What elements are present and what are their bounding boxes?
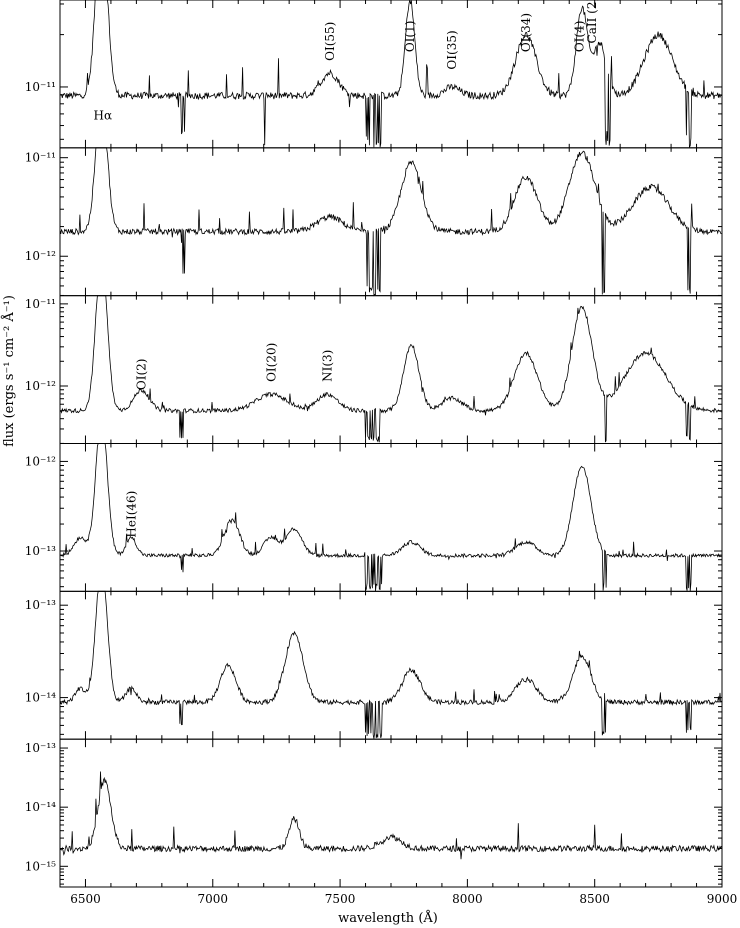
line-annotation: NI(3) xyxy=(320,350,334,382)
spectrum-panel-5: 10⁻¹³ 10⁻¹⁴ xyxy=(25,590,723,740)
y-tick-label: 10⁻¹⁵ xyxy=(25,859,56,873)
line-annotation: OI(20) xyxy=(264,343,278,382)
line-annotation: OI(2) xyxy=(134,359,148,391)
panel-frame xyxy=(59,738,723,888)
spectrum-panel-3: 10⁻¹¹ 10⁻¹² xyxy=(25,295,723,444)
line-annotation: OI(1) xyxy=(403,21,417,53)
y-tick-label: 10⁻¹³ xyxy=(25,741,56,755)
x-tick-label: 7000 xyxy=(197,892,228,906)
y-tick-label: 10⁻¹⁴ xyxy=(25,691,56,705)
x-axis-title: wavelength (Å) xyxy=(338,910,438,926)
x-tick-label: 8500 xyxy=(579,892,610,906)
x-tick-label: 9000 xyxy=(707,892,738,906)
line-annotation: OI(4) xyxy=(572,21,586,53)
line-annotation: OI(34) xyxy=(519,13,533,52)
panel-frame xyxy=(59,590,723,740)
spectrum-line xyxy=(59,295,722,443)
panel-frame xyxy=(59,0,723,149)
y-tick-label: 10⁻¹⁴ xyxy=(25,800,56,814)
spectrum-line xyxy=(59,0,722,149)
y-tick-label: 10⁻¹² xyxy=(25,454,56,468)
y-tick-label: 10⁻¹¹ xyxy=(25,80,56,94)
line-annotation: OI(35) xyxy=(445,30,459,69)
spectrum-panel-1: 10⁻¹¹ xyxy=(25,0,723,149)
line-annotation: HeI(46) xyxy=(124,491,138,538)
x-tick-label: 6500 xyxy=(70,892,101,906)
spectrum-line xyxy=(59,590,722,739)
y-tick-label: 10⁻¹² xyxy=(25,379,56,393)
spectrum-panel-6: 10⁻¹³ 10⁻¹⁴ 10⁻¹⁵ xyxy=(25,738,723,888)
spectrum-panel-4: 10⁻¹² 10⁻¹³ xyxy=(25,443,723,593)
x-tick-label: 8000 xyxy=(452,892,483,906)
panel-frame xyxy=(59,443,723,592)
spectrum-line xyxy=(59,443,722,593)
y-axis-title: flux (ergs s⁻¹ cm⁻² Å⁻¹) xyxy=(1,295,17,447)
panel-frame xyxy=(59,295,723,444)
x-tick-label: 7500 xyxy=(325,892,356,906)
y-tick-label: 10⁻¹³ xyxy=(25,598,56,612)
line-annotation: OI(55) xyxy=(323,22,337,61)
spectrum-panel-2: 10⁻¹¹ 10⁻¹² xyxy=(25,147,723,297)
spectrum-line xyxy=(59,771,722,860)
y-tick-label: 10⁻¹³ xyxy=(25,544,56,558)
y-tick-label: 10⁻¹² xyxy=(25,249,56,263)
line-annotation: Hα xyxy=(94,109,113,123)
panel-frame xyxy=(59,147,723,297)
spectrum-line xyxy=(59,147,722,297)
spectra-panels: 10⁻¹¹10⁻¹¹10⁻¹²10⁻¹¹10⁻¹²10⁻¹²10⁻¹³10⁻¹³… xyxy=(25,0,738,906)
y-tick-label: 10⁻¹¹ xyxy=(25,297,56,311)
line-annotation: CaII (2) xyxy=(585,0,599,43)
y-tick-label: 10⁻¹¹ xyxy=(25,151,56,165)
